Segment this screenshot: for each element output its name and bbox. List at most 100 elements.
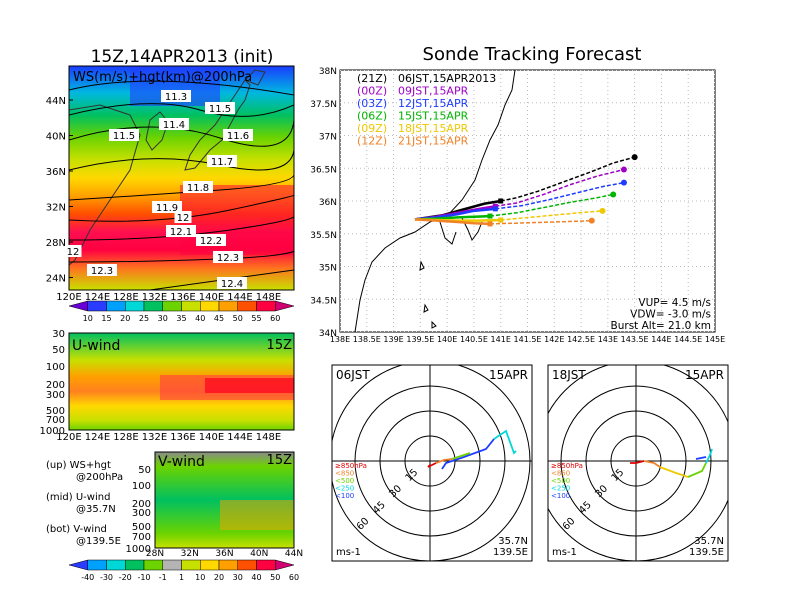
colorbar-segment [181, 559, 201, 571]
burst-point [492, 206, 498, 212]
hodo-legend-item: <500 [335, 477, 354, 485]
legend-label: 21JST,15APR [398, 135, 469, 148]
track-map: 38N 37.5N 37N 36.5N 36N 35.5N 35N 34.5N 34N 138E… [310, 67, 725, 344]
colorbar-segment [275, 559, 295, 571]
hodo-frame [331, 364, 533, 562]
legend-code: (12Z) [357, 135, 387, 148]
colorbar-segment [218, 300, 238, 312]
track-lon-tick: 144E [651, 335, 671, 344]
note-line2: @35.7N [76, 504, 116, 515]
track-lon-tick: 142.5E [567, 335, 595, 344]
note-line1: (bot) V-wind [46, 524, 107, 535]
hodo-legend-item: <850 [551, 470, 570, 478]
hodo-unit: ms-1 [552, 547, 577, 558]
contour-label: 12.3 [91, 266, 113, 277]
colorbar-tick: 15 [101, 314, 111, 323]
vwind-y-tick: 500 [132, 522, 151, 533]
vwind-x-tick: 44N [285, 549, 303, 559]
track-lon-tick: 143E [598, 335, 618, 344]
colorbar-tick: 1 [179, 573, 184, 582]
hodo-trace [630, 460, 645, 464]
track-lon-tick: 141E [491, 335, 511, 344]
hodo-lat: 35.7N [498, 536, 528, 547]
track-lon-tick: 143.5E [621, 335, 649, 344]
contour-label: 11.6 [227, 131, 249, 142]
colorbar-segment [106, 300, 126, 312]
colorbar-tick: 50 [270, 573, 280, 582]
track-lon-tick: 141.5E [514, 335, 542, 344]
colorbar-segment [125, 559, 145, 571]
track-param: Burst Alt= 21.0 km [611, 320, 711, 332]
colorbar-segment [237, 300, 257, 312]
vwind-y-tick: 300 [132, 508, 151, 519]
uwind-y-tick: 50 [52, 345, 65, 356]
contour-label: 12.2 [200, 236, 222, 247]
contour-label-box [183, 181, 213, 193]
colorbar-tick: 40 [251, 573, 261, 582]
burst-point [492, 203, 498, 209]
map-lon-tick: 132E [142, 292, 167, 303]
left-title: 15Z,14APR2013 (init) [91, 47, 274, 67]
contour-label-box [64, 245, 82, 257]
note-line1: (up) WS+hgt [46, 460, 111, 471]
track-descent-line [500, 156, 635, 202]
contour-label-box [207, 155, 237, 167]
landing-point [631, 154, 638, 161]
map-lon-tick: 124E [85, 292, 110, 303]
legend-label: 12JST,15APR [398, 97, 469, 110]
colorbar-tick: 45 [214, 314, 224, 323]
track-lon-tick: 140E [437, 335, 457, 344]
colorbar-tick: -40 [81, 573, 94, 582]
uwind-x-tick: 148E [256, 432, 281, 443]
vwind-label: V-wind [158, 454, 205, 470]
track-lon-tick: 139.5E [406, 335, 434, 344]
track-ascent-line [414, 218, 491, 226]
colorbar-segment [125, 300, 145, 312]
contour-label: 12 [67, 247, 80, 258]
uwind-x-tick: 136E [170, 432, 195, 443]
hodo-legend-item: <250 [551, 485, 570, 493]
contour-label-box [213, 251, 243, 263]
track-lon-tick: 144.5E [674, 335, 702, 344]
hodo-legend-item: <100 [335, 492, 354, 500]
vwind-y-tick: 200 [132, 499, 151, 510]
colorbar-segment [237, 559, 257, 571]
vwind-x-tick: 40N [250, 549, 268, 559]
landing-point [620, 179, 627, 186]
uwind-y-tick: 200 [46, 380, 65, 391]
contour-label-box [152, 201, 182, 213]
colorbar-segment [256, 300, 276, 312]
hodo-trace [659, 466, 689, 478]
track-lon-tick: 138.5E [353, 335, 381, 344]
hodo-lon: 139.5E [493, 547, 528, 558]
colorbar-segment [143, 300, 163, 312]
map-lon-tick: 140E [199, 292, 224, 303]
map-lon-tick: 136E [170, 292, 195, 303]
hodo-legend-item: <500 [551, 477, 570, 485]
legend-code: (00Z) [357, 85, 387, 98]
contour-label-box [217, 277, 247, 289]
contour-label: 11.5 [209, 104, 231, 115]
colorbar-tick: 30 [158, 314, 168, 323]
colorbar-segment [200, 559, 220, 571]
uwind-x-tick: 140E [199, 432, 224, 443]
vwind-x-tick: 32N [181, 549, 199, 559]
burst-point [498, 198, 504, 204]
colorbar-segment [143, 559, 163, 571]
track-lat-tick: 36.5N [310, 165, 337, 175]
colorbar-segment [162, 300, 182, 312]
legend-label: 15JST,15APR [398, 110, 469, 123]
contour-label: 11.5 [113, 131, 135, 142]
hodo-legend-item: <850 [335, 470, 354, 478]
vwind-x-tick: 28N [146, 549, 164, 559]
hodo-legend-item: ≥850hPa [551, 462, 583, 470]
contour-label: 12.3 [217, 253, 239, 264]
hodo-trace [493, 429, 517, 455]
colorbar-segment [87, 559, 107, 571]
colorbar-tick: 20 [214, 573, 224, 582]
legend-label: 06JST,15APR2013 [398, 72, 496, 85]
note-line2: @139.5E [76, 536, 121, 547]
